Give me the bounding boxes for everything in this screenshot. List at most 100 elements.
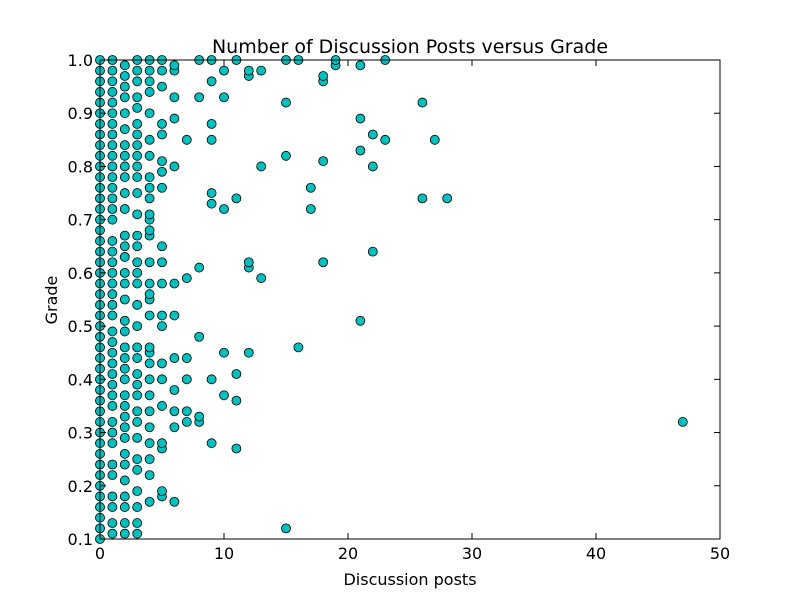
data-point [355,315,366,326]
x-tick-label: 30 [462,544,482,563]
data-point [144,209,155,220]
data-point [219,65,229,76]
data-point [355,60,366,71]
data-point [157,118,167,129]
data-point [169,310,180,321]
y-tick-label: 0.7 [68,211,93,230]
data-point [119,422,130,433]
data-point [119,411,130,422]
data-point [107,278,118,289]
data-point [132,140,143,151]
data-point [119,326,130,337]
data-point [119,315,130,326]
data-point [281,97,291,108]
data-point [219,390,229,401]
plot-frame [99,59,721,540]
data-point [157,129,167,140]
data-point [144,406,155,417]
data-point [144,150,155,161]
data-point [119,518,130,528]
data-point [144,438,155,449]
data-point [206,76,217,87]
data-point [107,246,118,257]
data-point [132,379,143,390]
data-point [157,182,167,193]
data-point [169,385,180,395]
data-point [256,273,267,284]
data-point [119,390,130,401]
data-point [144,342,155,353]
y-tick-label: 0.8 [68,157,93,176]
data-point [293,342,304,353]
x-tick-label: 0 [95,544,105,563]
data-point [119,432,130,443]
data-point [206,438,217,449]
data-point [119,278,130,289]
data-point [119,448,130,459]
data-point [119,267,130,278]
data-point [144,225,155,236]
data-point [107,502,118,512]
data-point [107,87,118,97]
data-point [157,374,167,385]
data-point [417,193,428,204]
data-point [144,193,155,204]
x-tick-label: 50 [710,544,730,563]
data-point [677,417,688,427]
data-point [132,299,143,310]
data-point [119,92,130,103]
data-point [144,289,155,300]
data-point [107,470,118,481]
data-point [243,257,254,268]
data-point [119,140,130,151]
data-point [206,118,217,129]
data-point [132,172,143,182]
data-point [107,204,118,214]
data-point [157,310,167,321]
data-point [144,422,155,433]
data-point [132,502,143,512]
data-point [181,374,192,385]
y-tick-label: 0.1 [68,530,93,549]
data-point [107,347,118,358]
data-point [231,443,242,454]
data-point [181,417,192,427]
data-point [107,129,118,140]
data-point [107,172,118,182]
data-point [107,236,118,246]
data-point [144,182,155,193]
data-point [144,76,155,87]
data-point [144,257,155,268]
data-point [243,65,254,76]
data-point [318,156,329,167]
data-point [132,188,143,198]
data-point [157,321,167,332]
data-point [119,401,130,411]
data-point [355,113,366,124]
data-point [181,273,192,284]
y-axis-label: Grade [42,276,61,325]
data-point [157,156,167,167]
y-axis: 0.1 0.2 0.3 0.4 0.5 0.6 0.7 0.8 0.9 1.0 [68,51,720,549]
data-point [132,209,143,220]
data-point [144,358,155,369]
data-point [107,289,118,300]
data-point [132,432,143,443]
data-point [157,401,167,411]
data-point [119,204,130,214]
data-point [107,150,118,161]
data-point [194,411,205,422]
data-point [107,182,118,193]
data-point [305,182,316,193]
chart-title: Number of Discussion Posts versus Grade [212,36,608,58]
data-point [169,113,180,124]
data-point [107,358,118,369]
data-point [119,502,130,512]
data-point [355,145,366,156]
data-point [107,438,118,449]
data-point [132,129,143,140]
data-point [429,134,440,145]
data-point [157,81,167,92]
data-point [169,60,180,71]
data-point [107,299,118,310]
